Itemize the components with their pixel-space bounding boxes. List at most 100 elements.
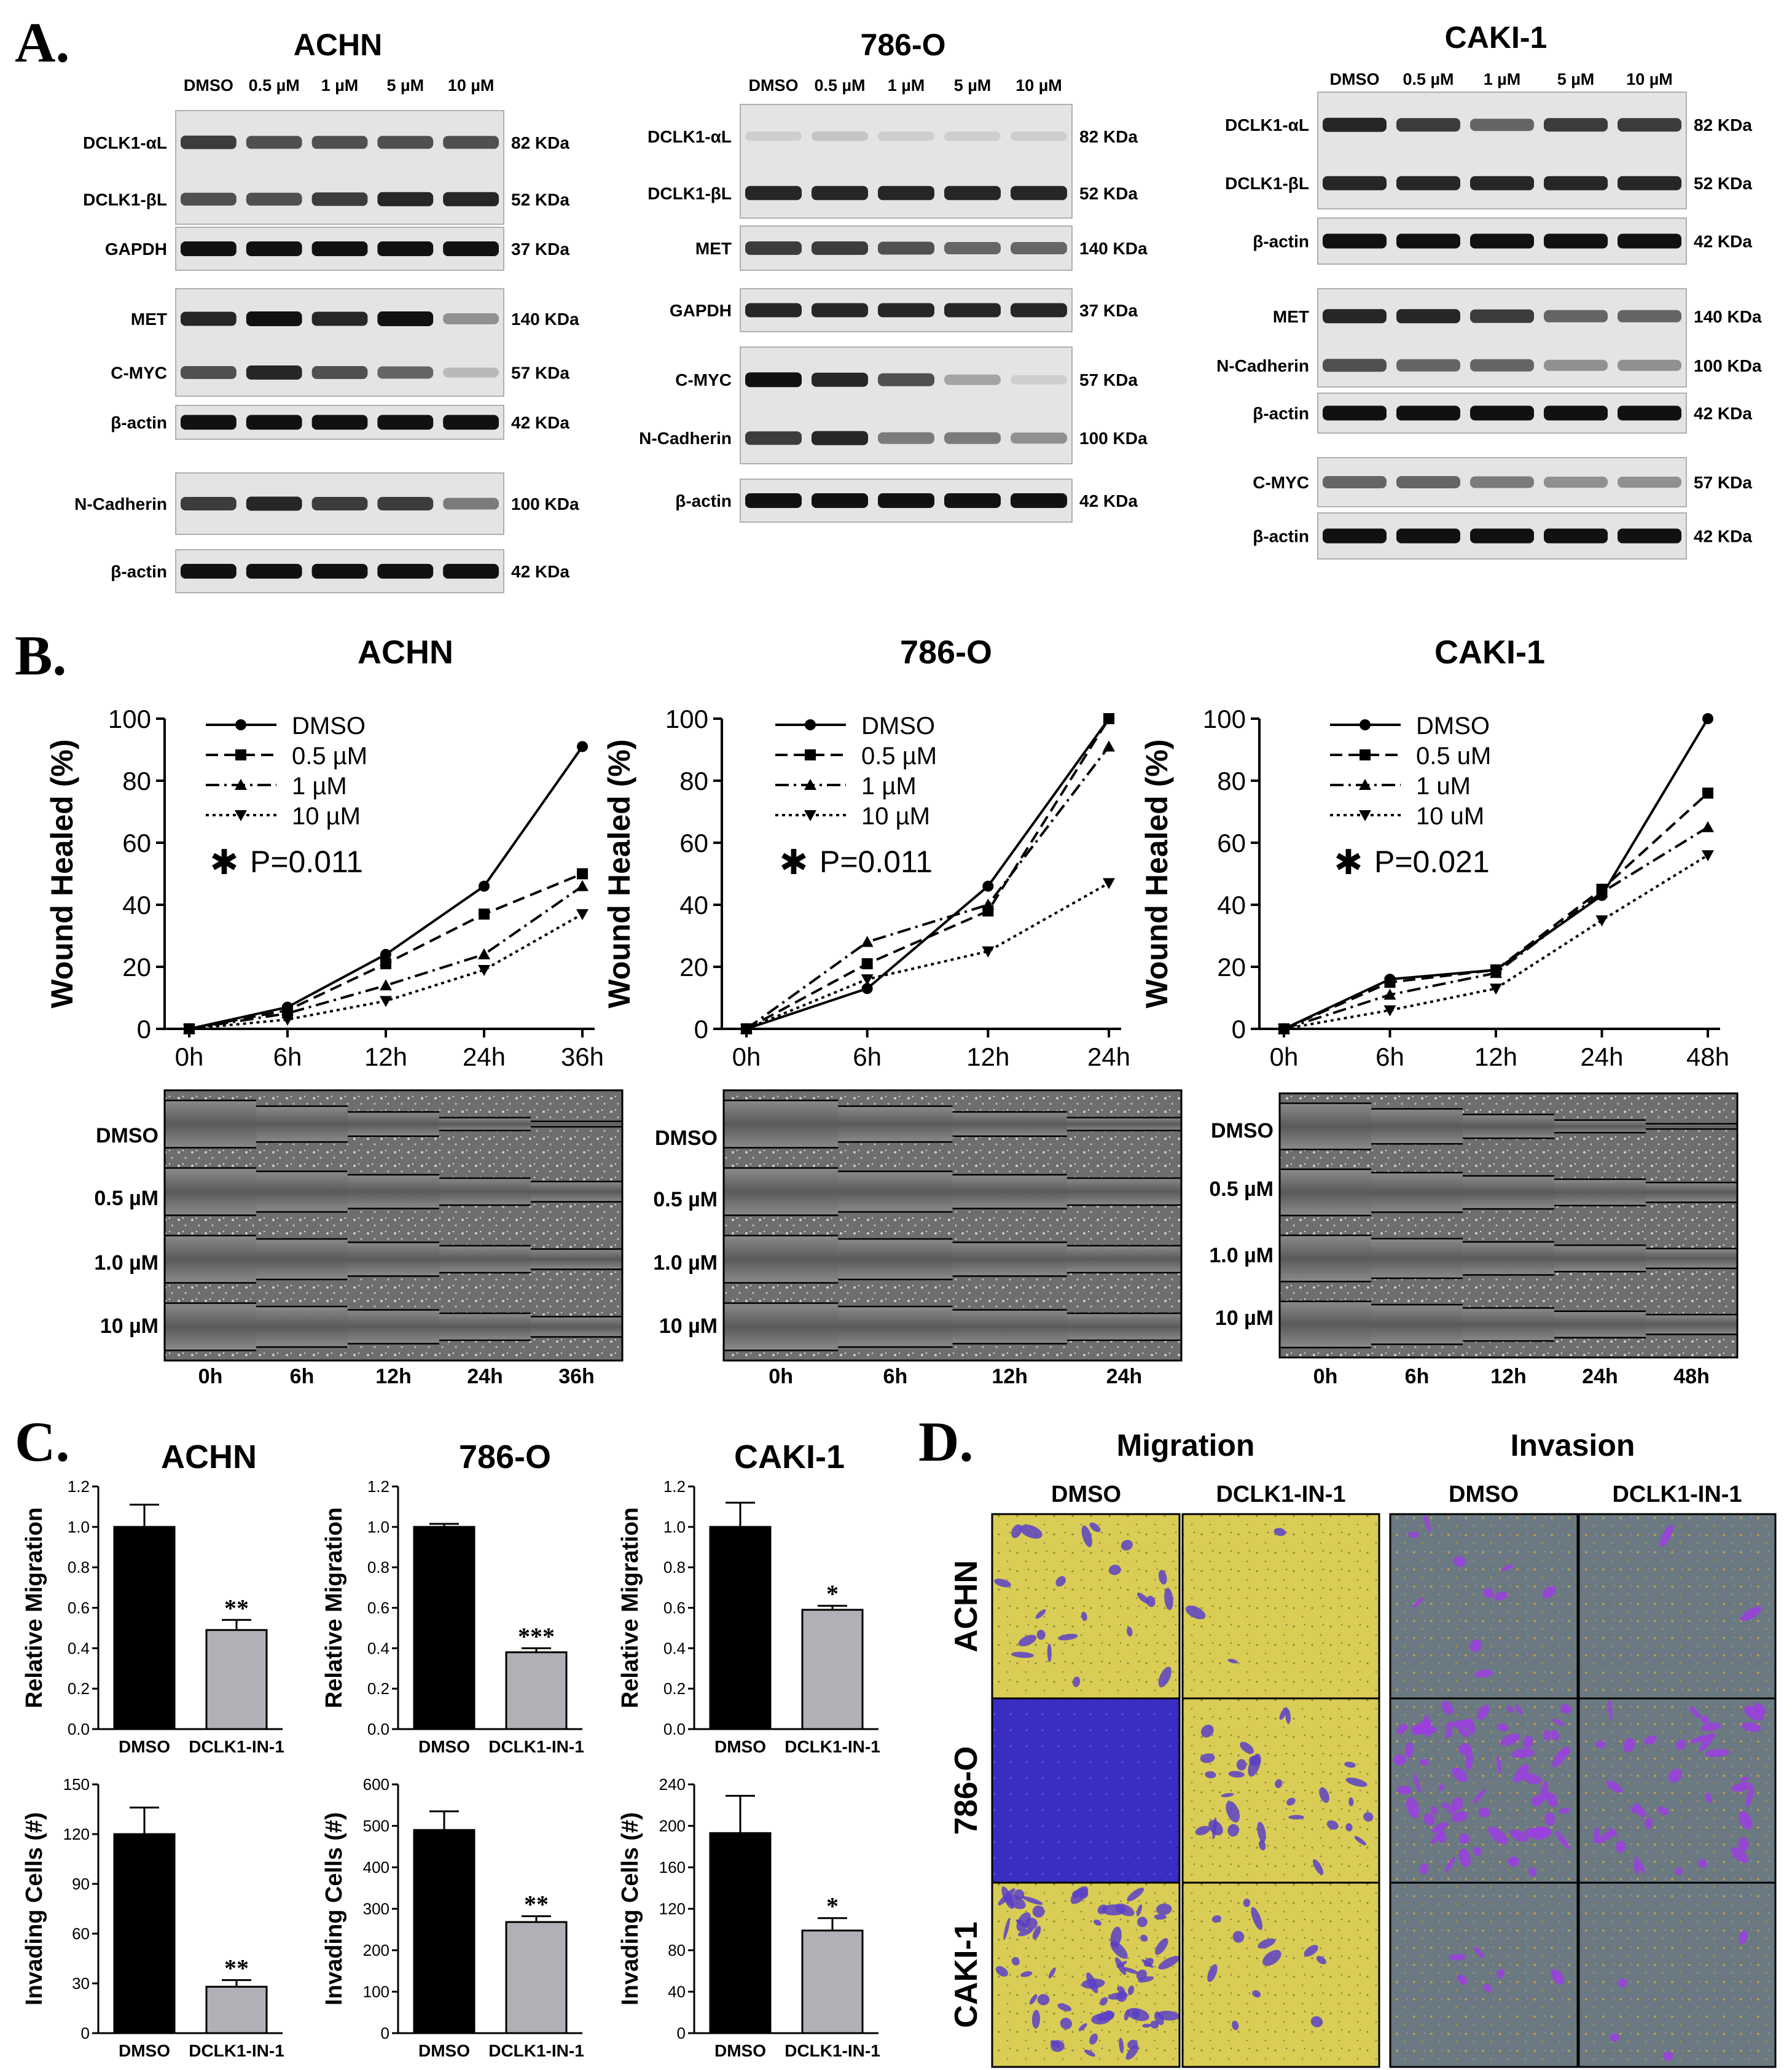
y-tick-label: 1.2: [68, 1477, 90, 1496]
y-tick-label: 40: [122, 891, 151, 920]
stained-cell: [1077, 1888, 1089, 1899]
stained-cell: [1469, 1639, 1482, 1652]
point-square: [1103, 713, 1114, 724]
point-triangle-down: [804, 810, 816, 821]
molecular-weight-label: 42 KDa: [1694, 527, 1752, 546]
y-tick-label: 300: [363, 1900, 389, 1918]
protein-band: [812, 303, 868, 318]
wound-gap: [1066, 1246, 1181, 1273]
significance-marker: **: [224, 1594, 249, 1622]
stained-cell: [1451, 1767, 1468, 1782]
stained-cell: [1116, 1961, 1127, 1968]
protein-band: [1470, 476, 1534, 488]
stained-cell: [1142, 2023, 1151, 2028]
wound-gap: [1554, 1120, 1646, 1133]
stained-cell: [1458, 1743, 1472, 1755]
stained-cell: [1415, 1725, 1438, 1735]
protein-band: [878, 186, 934, 200]
point-triangle-down: [1702, 850, 1714, 862]
x-category-label: DCLK1-IN-1: [189, 2041, 284, 2060]
protein-band: [944, 303, 1001, 318]
stained-cell: [1164, 1588, 1173, 1611]
point-triangle-down: [1595, 915, 1608, 927]
protein-band: [1544, 405, 1608, 421]
wound-gap: [256, 1171, 348, 1212]
concentration-label: 10 µM: [448, 76, 495, 95]
point-circle: [1360, 719, 1371, 730]
y-tick-label: 0: [1232, 1015, 1246, 1044]
protein-band: [1011, 186, 1067, 200]
protein-band: [812, 431, 868, 445]
bar-dmso: [113, 1833, 176, 2034]
y-tick-label: 0.0: [68, 1720, 90, 1738]
stained-cell: [1705, 1749, 1730, 1757]
y-tick-label: 40: [1217, 891, 1246, 920]
scratch-col-label: 6h: [883, 1365, 908, 1388]
y-axis-label: Relative Migration: [22, 1507, 47, 1708]
stained-cell: [1699, 1732, 1715, 1752]
scratch-row-label: 10 µM: [100, 1314, 158, 1338]
stained-cell: [1606, 1780, 1623, 1793]
molecular-weight-label: 82 KDa: [1079, 127, 1138, 146]
molecular-weight-label: 52 KDa: [511, 190, 569, 209]
point-triangle-down: [1383, 1005, 1396, 1017]
protein-band: [1544, 310, 1608, 322]
protein-band: [311, 497, 368, 510]
scratch-col-label: 0h: [769, 1365, 793, 1388]
panel-label-b: B.: [15, 624, 66, 687]
stained-cell: [1227, 1658, 1238, 1664]
y-tick-label: 0: [677, 2024, 686, 2042]
stained-cell: [1141, 1959, 1154, 1968]
stained-cell: [1319, 1787, 1329, 1803]
panel-label-c: C.: [15, 1410, 69, 1473]
point-triangle-up: [1490, 967, 1502, 978]
blot-strip: [175, 288, 504, 397]
stained-cell: [1501, 1564, 1514, 1571]
stained-cell: [1689, 1734, 1713, 1744]
wound-gap: [1463, 1176, 1554, 1209]
stained-cell: [1668, 1768, 1682, 1783]
y-tick-label: 100: [108, 705, 151, 733]
y-tick-label: 400: [363, 1858, 389, 1877]
stained-cell: [1345, 1777, 1367, 1787]
protein-label: DCLK1-αL: [1225, 115, 1309, 135]
protein-band: [1323, 176, 1387, 190]
stained-cell: [1500, 1733, 1520, 1746]
stained-cell: [1117, 1986, 1125, 1993]
transwell-image: [1183, 1514, 1379, 1698]
wound-gap: [724, 1100, 839, 1148]
y-tick-label: 80: [1217, 767, 1246, 795]
point-triangle-up: [380, 979, 392, 991]
y-tick-label: 60: [72, 1924, 90, 1943]
point-triangle-down: [281, 1014, 294, 1026]
protein-label: N-Cadherin: [74, 494, 167, 514]
stained-cell: [1020, 1525, 1043, 1539]
protein-band: [181, 497, 237, 510]
protein-band: [443, 192, 499, 206]
y-tick-label: 1.2: [663, 1477, 686, 1496]
bar-chart-3: 0 30 60 90 120 150 Invading Cells (#) DMSO ** DCL…: [22, 1775, 284, 2060]
stained-cell: [1226, 1801, 1240, 1823]
protein-band: [1618, 359, 1681, 371]
y-tick-label: 100: [1203, 705, 1246, 733]
protein-band: [1396, 405, 1460, 421]
scratch-row-label: 1.0 µM: [1209, 1244, 1274, 1267]
stained-cell: [1511, 1748, 1535, 1759]
point-circle: [861, 983, 873, 994]
protein-label: MET: [695, 239, 732, 258]
concentration-label: 5 µM: [387, 76, 425, 95]
stained-cell: [1473, 1789, 1486, 1804]
y-tick-label: 0.8: [663, 1558, 686, 1577]
x-category-label: DCLK1-IN-1: [488, 2041, 584, 2060]
stained-cell: [1483, 1588, 1495, 1598]
transwell-image: [1579, 1514, 1775, 1698]
stained-cell: [1528, 1867, 1536, 1877]
bar-treated: [801, 1929, 864, 2034]
stained-cell: [1072, 1890, 1080, 1898]
protein-label: DCLK1-αL: [83, 133, 167, 152]
y-tick-label: 0.6: [367, 1599, 389, 1617]
protein-band: [311, 366, 368, 379]
wound-gap: [348, 1310, 439, 1344]
y-tick-label: 150: [63, 1775, 90, 1794]
x-tick-label: 0h: [175, 1042, 204, 1071]
